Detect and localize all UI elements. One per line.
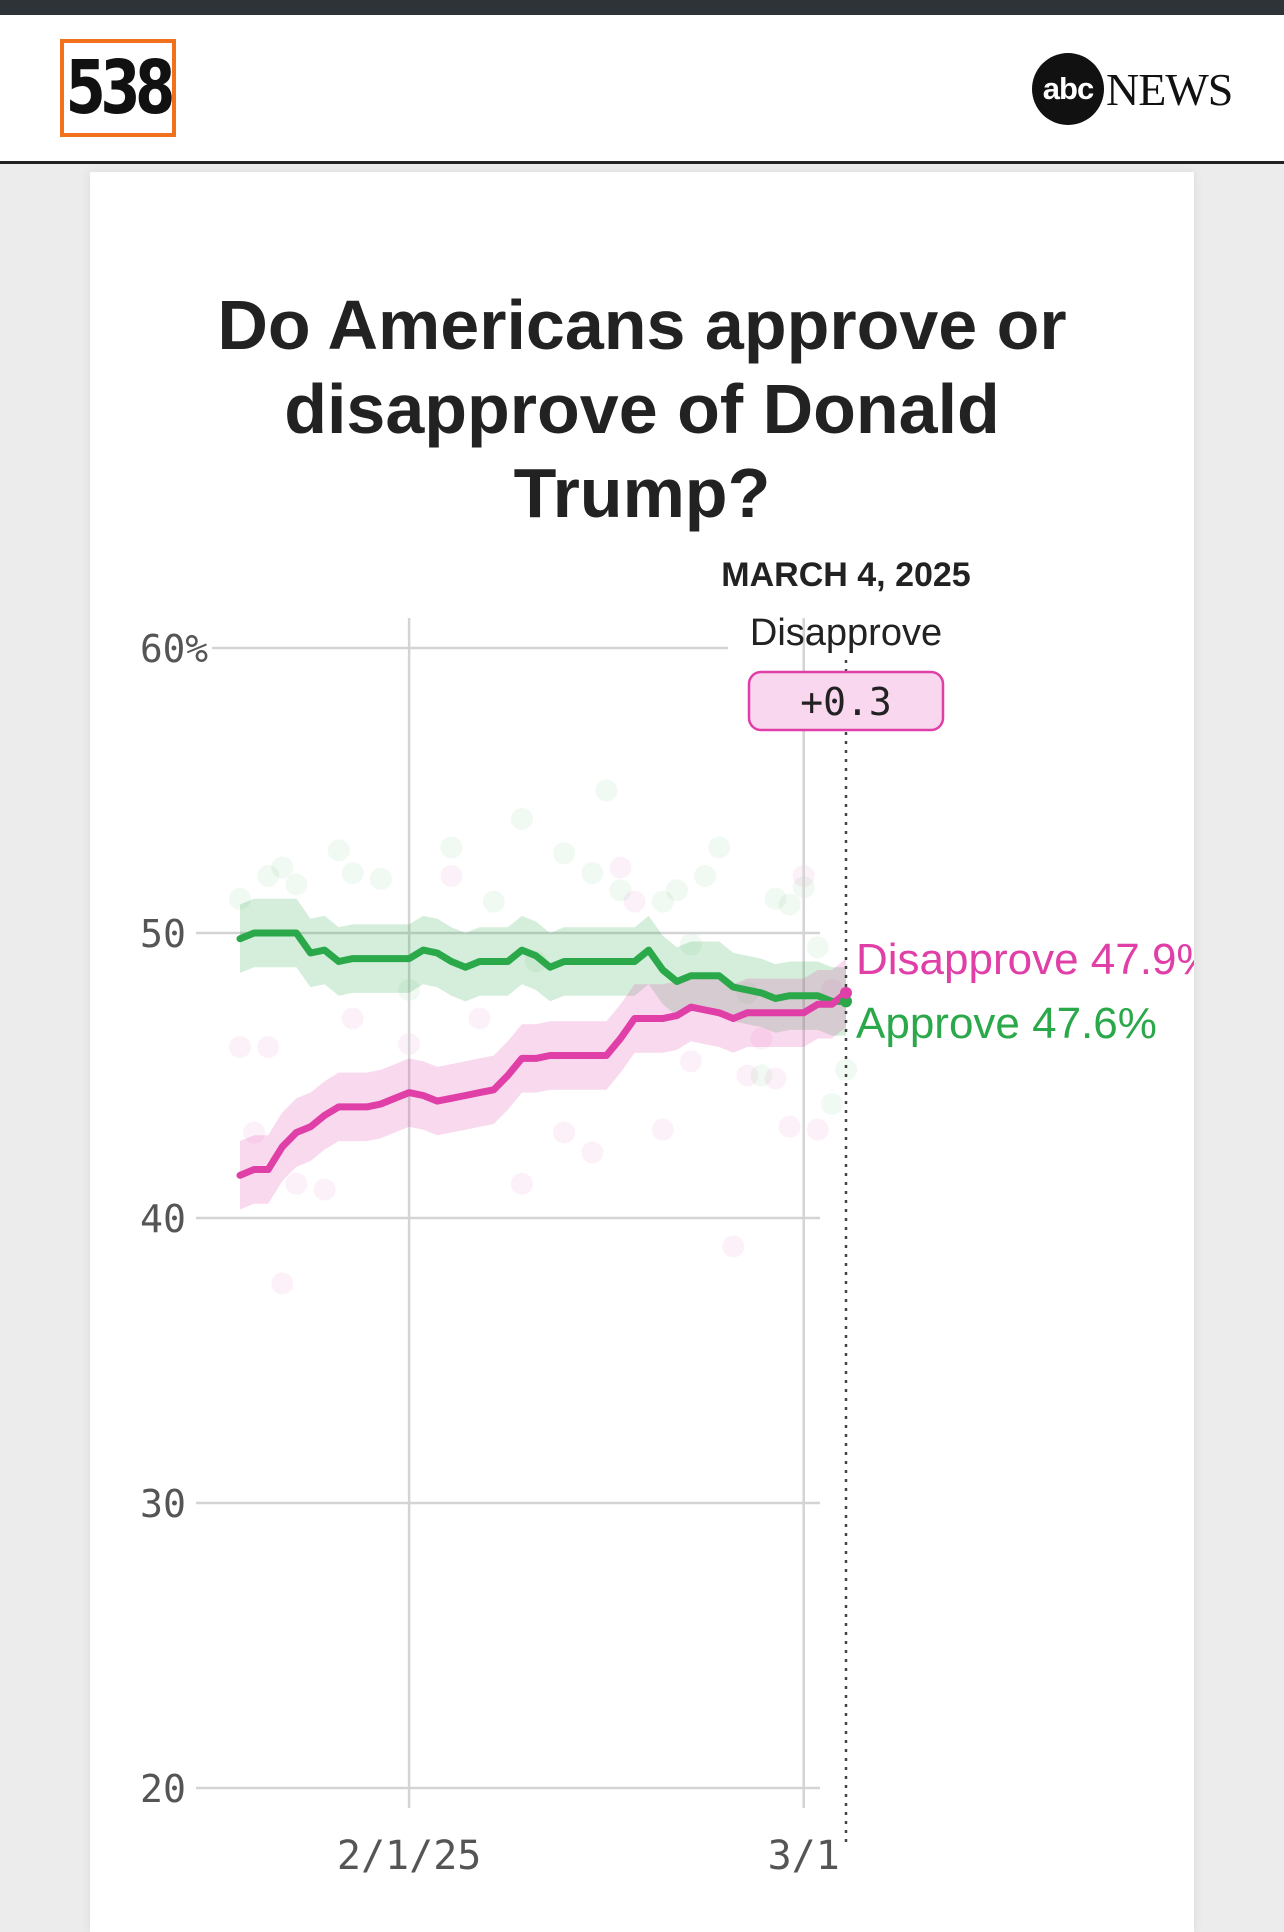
approve-poll-dot	[680, 933, 702, 956]
x-tick-label: 3/1	[768, 1833, 840, 1879]
approve-poll-dot	[482, 890, 505, 913]
approve-poll-dot	[257, 865, 280, 887]
disapprove-poll-dot	[623, 890, 646, 913]
x-axis-ticks: 2/1/25 3/1	[337, 1833, 840, 1879]
approve-poll-dot	[708, 836, 731, 859]
y-tick-label: 60%	[140, 627, 208, 671]
disapprove-poll-dot	[440, 865, 463, 887]
approve-poll-dot	[327, 839, 350, 862]
browser-top-strip	[0, 0, 1284, 15]
disapprove-poll-dot	[764, 1067, 787, 1090]
disapprove-poll-dot	[313, 1178, 336, 1201]
disapprove-poll-dot	[257, 1036, 280, 1058]
disapprove-poll-dot	[722, 1235, 745, 1258]
approve-poll-dot	[820, 1093, 843, 1115]
y-tick-label: 40	[140, 1197, 186, 1241]
y-tick-label: 50	[140, 912, 186, 956]
approve-poll-dot	[750, 1064, 773, 1087]
approve-poll-dot	[595, 779, 618, 802]
approve-poll-dot	[285, 873, 308, 896]
disapprove-poll-dot	[510, 1172, 533, 1195]
disapprove-uncertainty-band	[240, 958, 846, 1210]
annotations-layer: MARCH 4, 2025 Disapprove +0.3 Disapprove 47…	[721, 556, 1194, 1842]
disapprove-end-label: Disapprove 47.9%	[856, 935, 1194, 984]
poll-dots-layer	[229, 779, 857, 1295]
approve-trend-line	[236, 929, 850, 1005]
approve-end-dot	[840, 995, 852, 1008]
y-tick-label: 30	[140, 1482, 186, 1526]
approve-poll-dot	[778, 893, 801, 916]
disapprove-poll-dot	[680, 1050, 702, 1073]
y-tick-label: 20	[140, 1767, 186, 1811]
approve-uncertainty-band	[240, 898, 846, 1036]
tooltip-leader: Disapprove	[750, 612, 942, 654]
disapprove-poll-dot	[651, 1118, 674, 1141]
approve-poll-dot	[764, 887, 787, 910]
grid-layer	[196, 618, 820, 1808]
tooltip-margin-value: +0.3	[800, 680, 892, 724]
news-wordmark: NEWS	[1106, 63, 1233, 115]
approve-poll-dot	[553, 842, 576, 865]
disapprove-poll-dot	[609, 856, 632, 879]
abc-circle-logo: abc	[1032, 53, 1104, 125]
disapprove-poll-dot	[341, 1007, 364, 1030]
approve-poll-dot	[229, 887, 251, 910]
disapprove-poll-dot	[285, 1172, 308, 1195]
approve-poll-dot	[651, 890, 674, 913]
approve-poll-dot	[609, 879, 632, 902]
approve-end-label: Approve 47.6%	[856, 999, 1157, 1048]
disapprove-poll-dot	[736, 1064, 759, 1087]
disapprove-poll-dot	[468, 1007, 491, 1030]
disapprove-poll-dot	[553, 1121, 576, 1144]
approve-poll-dot	[440, 836, 463, 859]
disapprove-poll-dot	[243, 1121, 266, 1144]
trend-lines-layer	[236, 929, 850, 1179]
disapprove-poll-dot	[778, 1115, 801, 1138]
approve-poll-dot	[510, 808, 533, 830]
approve-poll-dot	[271, 856, 294, 879]
chart-card: Do Americans approve or disapprove of Do…	[90, 172, 1194, 1932]
disapprove-poll-dot	[750, 1027, 773, 1050]
approve-poll-dot	[665, 879, 688, 902]
approve-poll-dot	[694, 865, 717, 887]
tooltip-date: MARCH 4, 2025	[721, 556, 970, 594]
uncertainty-bands-layer	[240, 898, 846, 1210]
disapprove-poll-dot	[229, 1036, 251, 1058]
disapprove-poll-dot	[271, 1272, 294, 1295]
abc-news-logo[interactable]: abc NEWS	[1032, 51, 1233, 127]
y-axis-ticks: 20 30 40 50 60%	[140, 627, 208, 1811]
disapprove-end-dot	[840, 986, 852, 999]
chart-title: Do Americans approve or disapprove of Do…	[217, 285, 1067, 532]
538-logo-text: 538	[65, 45, 176, 131]
tooltip-margin-badge	[747, 670, 945, 732]
disapprove-poll-dot	[806, 1118, 829, 1141]
approval-chart[interactable]: 20 30 40 50 60% 2/1/25 3/1 MARCH 4, 2025 Disap…	[90, 172, 1194, 1932]
approve-poll-dot	[806, 936, 829, 959]
approve-poll-dot	[341, 862, 364, 885]
approve-poll-dot	[581, 862, 604, 885]
538-logo[interactable]: 538	[60, 39, 176, 137]
disapprove-trend-line	[236, 989, 850, 1179]
disapprove-poll-dot	[581, 1141, 604, 1164]
approve-poll-dot	[369, 867, 392, 890]
site-header: 538 abc NEWS	[0, 15, 1284, 164]
approve-poll-dot	[835, 1058, 857, 1081]
x-tick-label: 2/1/25	[337, 1833, 482, 1879]
